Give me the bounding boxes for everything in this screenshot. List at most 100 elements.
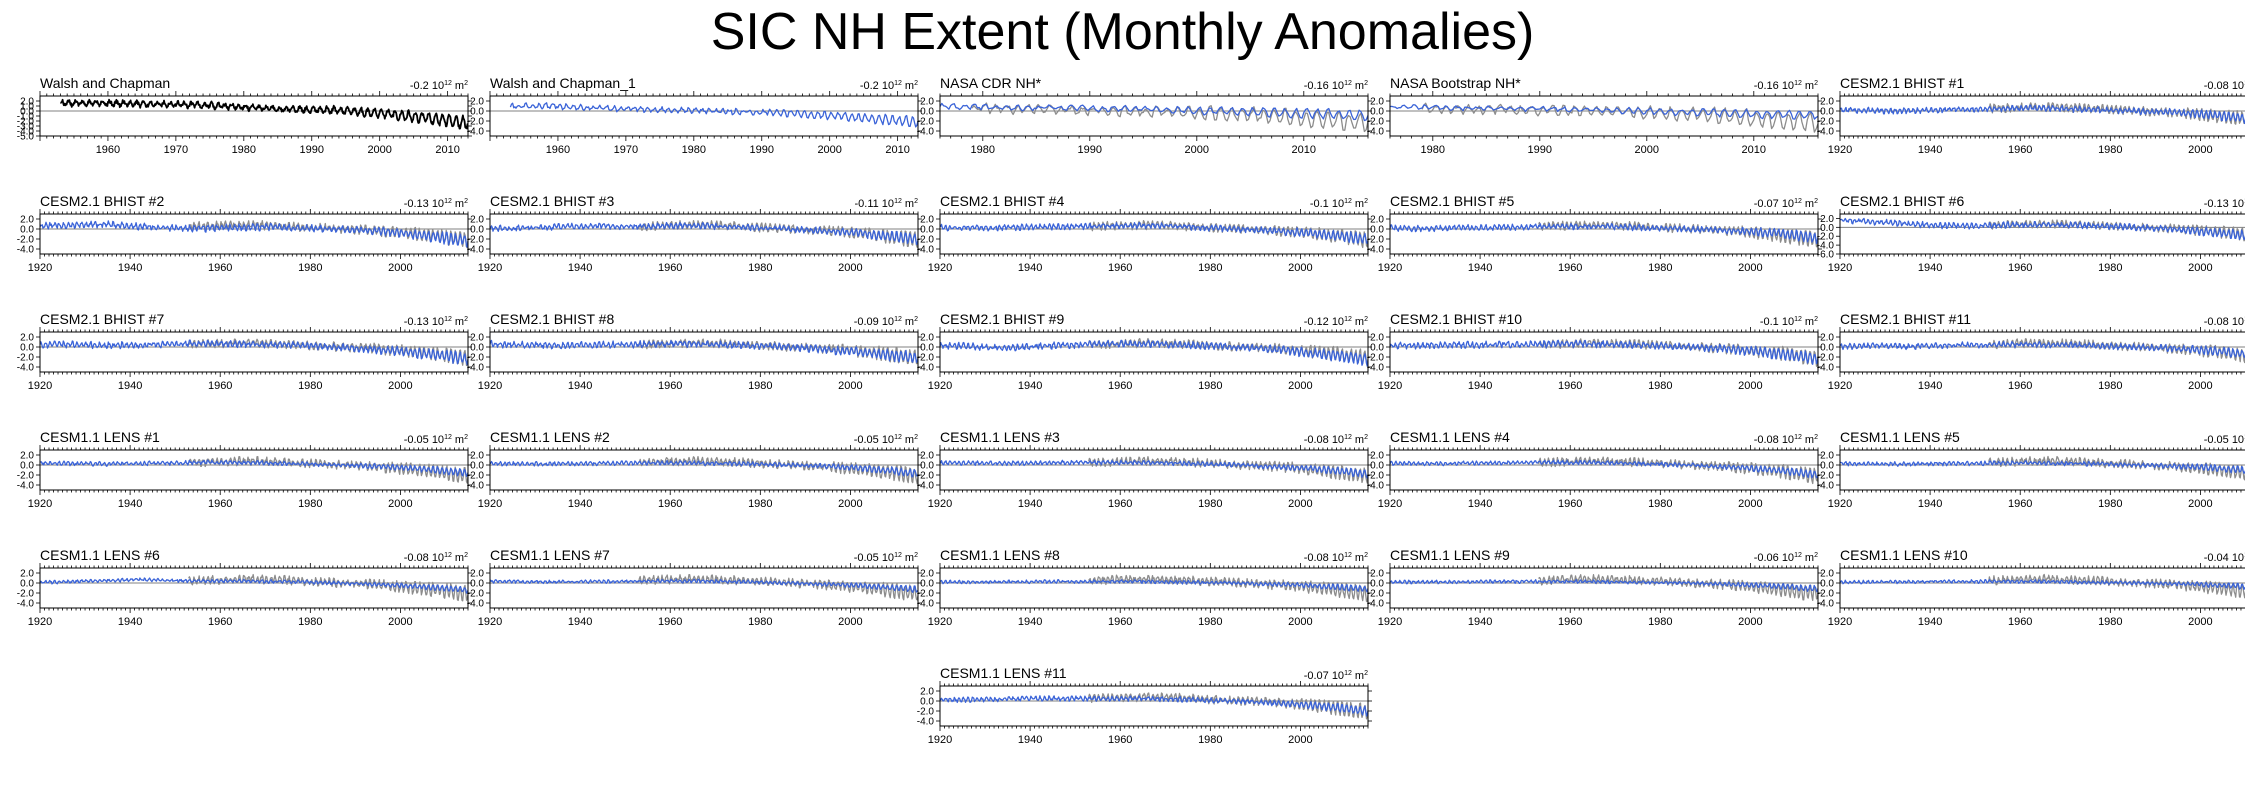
y-tick-label: 0.0 [1820, 107, 1834, 118]
plot-frame [939, 95, 1369, 137]
y-tick-label: -4.0 [17, 599, 35, 610]
y-tick-label: -4.0 [17, 481, 35, 492]
y-tick-label: -2.0 [917, 117, 935, 128]
y-tick-label: -2.0 [467, 117, 485, 128]
x-tick-label: 1990 [1078, 144, 1102, 156]
y-tick-label: -4.0 [467, 599, 485, 610]
chart-svg: CESM1.1 LENS #8 -0.08 1012 m2 1920 1940 1960… [917, 547, 1372, 628]
chart-svg: Walsh and Chapman_1 -0.2 1012 m2 1960 1970 1… [467, 75, 922, 156]
chart-svg: CESM2.1 BHIST #2 -0.13 1012 m2 1920 1940 196… [17, 193, 472, 274]
y-tick-label: -4.0 [917, 363, 935, 374]
x-tick-label: 1940 [118, 616, 142, 628]
chart-panel: CESM1.1 LENS #7 -0.05 1012 m2 1920 1940 1960… [454, 542, 922, 660]
x-tick-label: 2000 [838, 262, 862, 274]
x-tick-label: 1920 [928, 380, 952, 392]
x-tick-label: 1920 [478, 262, 502, 274]
y-tick-label: -4.0 [1817, 481, 1835, 492]
panel-title: Walsh and Chapman [40, 75, 170, 91]
chart-panel: CESM2.1 BHIST #2 -0.13 1012 m2 1920 1940 196… [4, 188, 472, 306]
x-tick-label: 2000 [367, 144, 391, 156]
x-tick-label: 2010 [1292, 144, 1316, 156]
x-tick-label: 1940 [118, 380, 142, 392]
y-tick-label: 2.0 [470, 569, 484, 580]
x-tick-label: 1920 [1378, 498, 1402, 510]
series-line-model [1840, 217, 2245, 241]
panel-title: CESM1.1 LENS #3 [940, 429, 1060, 445]
y-tick-label: 0.0 [1370, 343, 1384, 354]
chart-svg: NASA Bootstrap NH* -0.16 1012 m2 1980 1990 2… [1367, 75, 1822, 156]
x-tick-label: 1960 [658, 616, 682, 628]
y-tick-label: -2.0 [17, 353, 35, 364]
series-line-model [40, 459, 468, 477]
series-line-model [940, 339, 1368, 367]
x-tick-label: 1940 [1018, 498, 1042, 510]
x-tick-label: 1970 [614, 144, 638, 156]
y-tick-label: -2.0 [1367, 471, 1385, 482]
panel-mean-label: -0.08 1012 m2 [2204, 316, 2245, 328]
chart-svg: CESM2.1 BHIST #3 -0.11 1012 m2 1920 1940 196… [467, 193, 922, 274]
plot-frame [1389, 213, 1819, 255]
x-tick-label: 1980 [1198, 262, 1222, 274]
chart-panel: CESM2.1 BHIST #8 -0.09 1012 m2 1920 1940 196… [454, 306, 922, 424]
x-tick-label: 2000 [2188, 380, 2212, 392]
plot-frame [939, 449, 1369, 491]
y-tick-label: 0.0 [1820, 461, 1834, 472]
panel-title: CESM2.1 BHIST #3 [490, 193, 614, 209]
chart-panel: NASA Bootstrap NH* -0.16 1012 m2 1980 1990 2… [1354, 70, 1822, 188]
panel-title: Walsh and Chapman_1 [490, 75, 636, 91]
y-tick-label: 2.0 [20, 569, 34, 580]
panel-mean-label: -0.2 1012 m2 [860, 80, 918, 92]
y-tick-label: 2.0 [1820, 333, 1834, 344]
x-tick-label: 1990 [750, 144, 774, 156]
x-tick-label: 2000 [2188, 144, 2212, 156]
panel-mean-label: -0.16 1012 m2 [1754, 80, 1818, 92]
y-tick-label: 0.0 [20, 579, 34, 590]
x-tick-label: 1940 [1918, 498, 1942, 510]
y-tick-label: 2.0 [1370, 333, 1384, 344]
x-tick-label: 2000 [1288, 380, 1312, 392]
chart-svg: CESM2.1 BHIST #6 -0.13 1012 m2 1920 1940 196… [1817, 193, 2245, 274]
x-tick-label: 2000 [817, 144, 841, 156]
x-tick-label: 1980 [232, 144, 256, 156]
y-tick-label: -5.0 [17, 132, 35, 143]
panel-title: CESM2.1 BHIST #6 [1840, 193, 1964, 209]
y-tick-label: -6.0 [1817, 250, 1835, 261]
plot-frame [489, 449, 919, 491]
y-tick-label: 0.0 [470, 107, 484, 118]
y-tick-label: 2.0 [920, 333, 934, 344]
panel-mean-label: -0.05 1012 m2 [854, 434, 918, 446]
x-tick-label: 2000 [1288, 262, 1312, 274]
panel-mean-label: -0.04 1012 m2 [2204, 552, 2245, 564]
y-tick-label: -2.0 [1817, 471, 1835, 482]
x-tick-label: 2000 [1288, 616, 1312, 628]
panel-title: CESM1.1 LENS #1 [40, 429, 160, 445]
y-tick-label: -2.0 [467, 471, 485, 482]
chart-panel: Walsh and Chapman_1 -0.2 1012 m2 1960 1970 1… [454, 70, 922, 188]
series-line-model [1390, 222, 1818, 245]
x-tick-label: 1980 [298, 498, 322, 510]
series-line-reference [1088, 456, 1368, 484]
y-tick-label: -4.0 [467, 127, 485, 138]
x-tick-label: 1940 [118, 262, 142, 274]
panel-mean-label: -0.13 1012 m2 [2204, 198, 2245, 210]
panel-title: CESM1.1 LENS #7 [490, 547, 610, 563]
series-line-model [40, 339, 468, 366]
y-tick-label: 0.0 [920, 461, 934, 472]
x-tick-label: 1960 [1558, 380, 1582, 392]
y-tick-label: 0.0 [920, 579, 934, 590]
x-tick-label: 1940 [1468, 380, 1492, 392]
y-tick-label: -2.0 [17, 235, 35, 246]
x-tick-label: 2000 [1738, 262, 1762, 274]
panel-mean-label: -0.08 1012 m2 [1304, 434, 1368, 446]
x-tick-label: 1940 [568, 498, 592, 510]
x-tick-label: 1980 [1648, 616, 1672, 628]
series-line-reference [1421, 102, 1818, 133]
plot-frame [489, 95, 919, 137]
x-tick-label: 1920 [1828, 380, 1852, 392]
panel-mean-label: -0.13 1012 m2 [404, 198, 468, 210]
x-tick-label: 1920 [928, 498, 952, 510]
x-tick-label: 1940 [1468, 616, 1492, 628]
x-tick-label: 1980 [682, 144, 706, 156]
x-tick-label: 1920 [28, 498, 52, 510]
